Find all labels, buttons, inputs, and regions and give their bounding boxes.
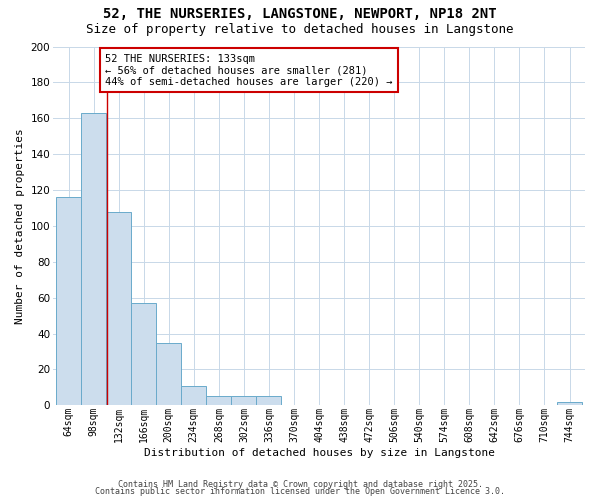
Bar (56, 197, 81, 406)
Text: Contains HM Land Registry data © Crown copyright and database right 2025.: Contains HM Land Registry data © Crown c… (118, 480, 482, 489)
Bar (131, 303, 156, 406)
Bar (256, 396, 281, 406)
Text: Contains public sector information licensed under the Open Government Licence 3.: Contains public sector information licen… (95, 487, 505, 496)
Y-axis label: Number of detached properties: Number of detached properties (15, 128, 25, 324)
X-axis label: Distribution of detached houses by size in Langstone: Distribution of detached houses by size … (143, 448, 494, 458)
Text: Size of property relative to detached houses in Langstone: Size of property relative to detached ho… (86, 22, 514, 36)
Text: 52, THE NURSERIES, LANGSTONE, NEWPORT, NP18 2NT: 52, THE NURSERIES, LANGSTONE, NEWPORT, N… (103, 8, 497, 22)
Bar (181, 386, 206, 406)
Bar (557, 402, 582, 406)
Bar (206, 396, 232, 406)
Bar (106, 212, 131, 406)
Bar (232, 396, 256, 406)
Bar (156, 342, 181, 406)
Text: 52 THE NURSERIES: 133sqm
← 56% of detached houses are smaller (281)
44% of semi-: 52 THE NURSERIES: 133sqm ← 56% of detach… (106, 54, 393, 87)
Bar (81, 113, 106, 406)
